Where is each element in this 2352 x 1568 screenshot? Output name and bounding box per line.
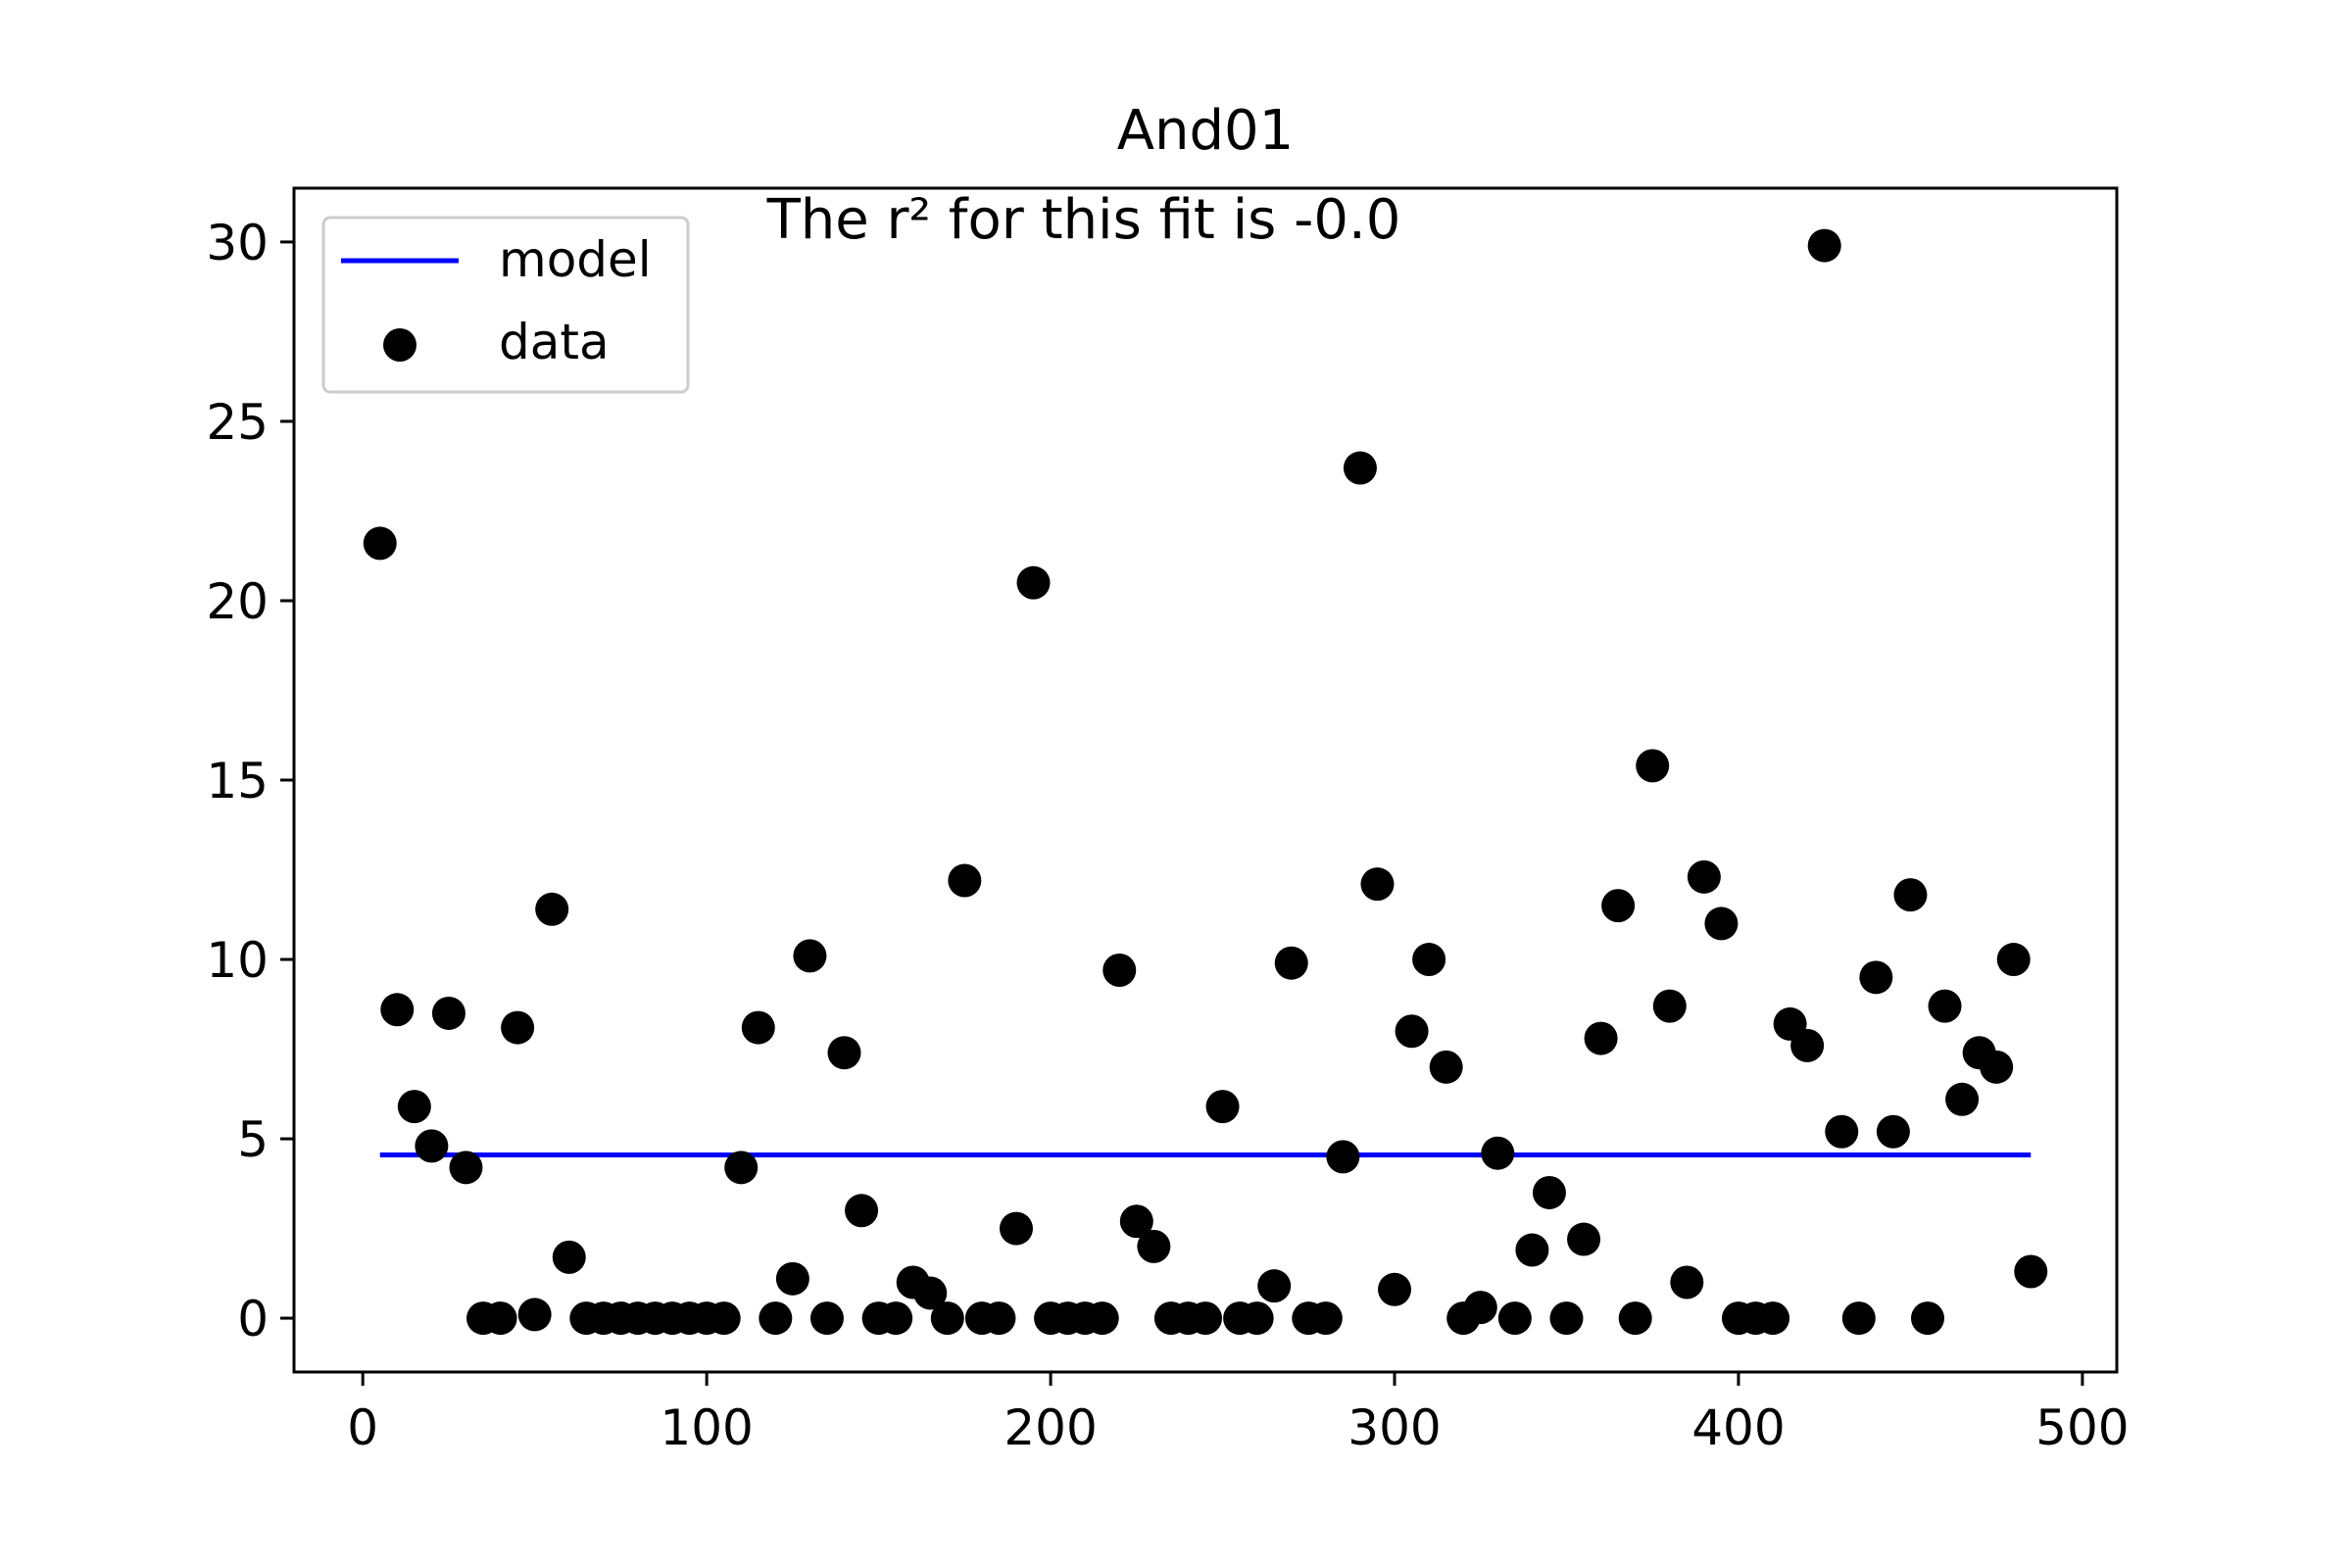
data-point — [1996, 943, 2031, 977]
data-point — [1636, 749, 1670, 783]
data-point — [948, 863, 982, 898]
x-tick-label: 0 — [347, 1399, 378, 1456]
data-point — [1876, 1114, 1910, 1149]
data-point — [1119, 1204, 1153, 1239]
data-point — [1841, 1301, 1876, 1336]
data-point — [793, 939, 827, 973]
data-point — [1429, 1050, 1463, 1084]
data-point — [1137, 1229, 1171, 1263]
data-point — [1085, 1301, 1119, 1336]
data-point — [1016, 565, 1051, 600]
data-point — [1928, 989, 1962, 1023]
data-point — [1360, 867, 1395, 902]
data-point — [397, 1090, 431, 1124]
data-point — [982, 1301, 1016, 1336]
y-tick-label: 15 — [206, 753, 269, 809]
data-point — [1756, 1301, 1790, 1336]
series-layer — [363, 228, 2048, 1336]
data-point — [1343, 451, 1377, 485]
data-point — [724, 1151, 759, 1185]
data-point — [1497, 1301, 1532, 1336]
data-point — [1515, 1233, 1549, 1267]
x-axis: 0 100 200 300 400 500 — [347, 1372, 2130, 1456]
data-point — [517, 1298, 552, 1332]
x-tick-label: 300 — [1348, 1399, 1441, 1456]
data-point — [1308, 1301, 1343, 1336]
y-tick-label: 0 — [237, 1291, 269, 1348]
data-point — [1189, 1301, 1222, 1336]
data-point — [1326, 1140, 1360, 1174]
data-point — [552, 1240, 586, 1274]
data-point — [535, 892, 569, 926]
data-point — [1704, 906, 1739, 941]
data-point — [483, 1301, 517, 1336]
data-point — [879, 1301, 913, 1336]
data-point — [759, 1301, 793, 1336]
x-tick-label: 200 — [1004, 1399, 1097, 1456]
data-point — [1945, 1082, 1980, 1116]
data-point — [707, 1301, 741, 1336]
x-tick-label: 100 — [660, 1399, 753, 1456]
data-point — [741, 1010, 775, 1045]
data-point — [1274, 946, 1308, 980]
data-point — [1532, 1175, 1566, 1209]
y-tick-label: 5 — [237, 1111, 269, 1168]
data-point — [1463, 1291, 1497, 1325]
data-point — [1601, 889, 1636, 923]
y-tick-label: 30 — [206, 215, 269, 271]
data-point — [1412, 943, 1446, 977]
data-point — [363, 526, 397, 561]
data-point — [2014, 1254, 2048, 1289]
data-point — [1240, 1301, 1274, 1336]
data-point — [913, 1276, 948, 1310]
y-tick-label: 10 — [206, 932, 269, 989]
legend-model-label: model — [499, 231, 652, 288]
data-point — [1670, 1265, 1704, 1299]
data-point — [999, 1211, 1033, 1246]
data-point — [415, 1129, 449, 1163]
data-point — [1549, 1301, 1584, 1336]
data-point — [431, 996, 466, 1030]
data-point — [501, 1010, 535, 1045]
data-point — [1481, 1136, 1515, 1170]
y-axis: 0 5 10 15 20 25 30 — [206, 215, 294, 1348]
data-point — [1807, 228, 1841, 263]
data-point — [1378, 1272, 1412, 1306]
data-point — [449, 1151, 483, 1185]
legend-data-label: data — [499, 314, 610, 370]
data-point — [1859, 960, 1893, 995]
data-point — [1257, 1269, 1292, 1303]
data-point — [1910, 1301, 1944, 1336]
data-point — [1893, 878, 1928, 912]
data-point — [380, 993, 415, 1027]
data-point — [1567, 1222, 1601, 1256]
legend-data-swatch — [383, 328, 416, 362]
x-tick-label: 500 — [2035, 1399, 2129, 1456]
data-point — [1790, 1028, 1825, 1062]
data-point — [827, 1036, 861, 1070]
fit-annotation: The r² for this fit is -0.0 — [766, 188, 1401, 252]
y-tick-label: 25 — [206, 394, 269, 451]
data-point — [1102, 954, 1137, 988]
data-point — [1395, 1014, 1429, 1049]
data-point — [809, 1301, 844, 1336]
data-point — [1584, 1021, 1618, 1055]
data-point — [845, 1194, 879, 1228]
axes-frame — [292, 186, 2119, 1374]
chart-title: And01 — [1117, 99, 1295, 163]
data-point — [1652, 989, 1687, 1023]
y-tick-label: 20 — [206, 573, 269, 630]
data-point — [930, 1301, 964, 1336]
data-point — [1618, 1301, 1652, 1336]
data-point — [1205, 1090, 1240, 1124]
data-point — [775, 1261, 809, 1296]
x-tick-label: 400 — [1691, 1399, 1785, 1456]
legend: model data — [321, 216, 690, 394]
data-point — [1980, 1050, 2014, 1084]
data-point — [1825, 1114, 1859, 1149]
data-point — [1687, 859, 1721, 894]
